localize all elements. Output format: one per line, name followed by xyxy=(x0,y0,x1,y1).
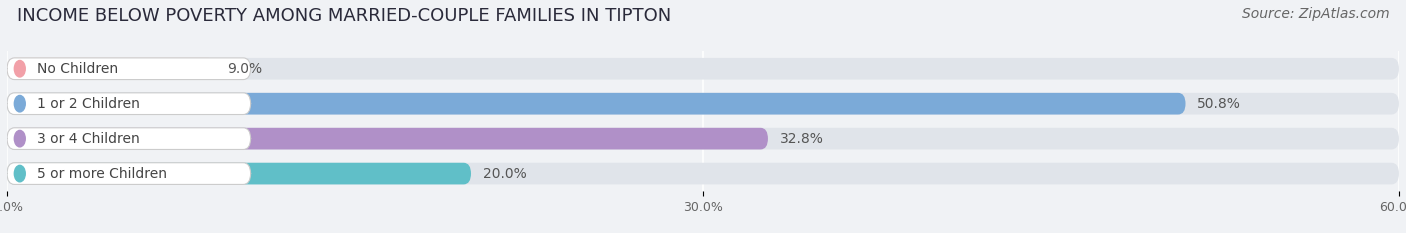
FancyBboxPatch shape xyxy=(7,163,250,185)
Text: 5 or more Children: 5 or more Children xyxy=(37,167,167,181)
FancyBboxPatch shape xyxy=(7,128,250,150)
Circle shape xyxy=(14,165,25,182)
Text: INCOME BELOW POVERTY AMONG MARRIED-COUPLE FAMILIES IN TIPTON: INCOME BELOW POVERTY AMONG MARRIED-COUPL… xyxy=(17,7,671,25)
FancyBboxPatch shape xyxy=(7,58,1399,80)
FancyBboxPatch shape xyxy=(7,93,1399,115)
Text: 32.8%: 32.8% xyxy=(779,132,824,146)
FancyBboxPatch shape xyxy=(7,58,217,80)
Circle shape xyxy=(14,61,25,77)
FancyBboxPatch shape xyxy=(7,58,250,80)
FancyBboxPatch shape xyxy=(7,128,1399,150)
Text: 1 or 2 Children: 1 or 2 Children xyxy=(37,97,141,111)
FancyBboxPatch shape xyxy=(7,163,471,185)
Circle shape xyxy=(14,96,25,112)
FancyBboxPatch shape xyxy=(7,163,1399,185)
Circle shape xyxy=(14,130,25,147)
Text: 3 or 4 Children: 3 or 4 Children xyxy=(37,132,141,146)
Text: 20.0%: 20.0% xyxy=(482,167,526,181)
FancyBboxPatch shape xyxy=(7,128,768,150)
Text: 9.0%: 9.0% xyxy=(228,62,263,76)
Text: No Children: No Children xyxy=(37,62,118,76)
FancyBboxPatch shape xyxy=(7,93,1185,115)
Text: Source: ZipAtlas.com: Source: ZipAtlas.com xyxy=(1241,7,1389,21)
Text: 50.8%: 50.8% xyxy=(1197,97,1241,111)
FancyBboxPatch shape xyxy=(7,93,250,115)
